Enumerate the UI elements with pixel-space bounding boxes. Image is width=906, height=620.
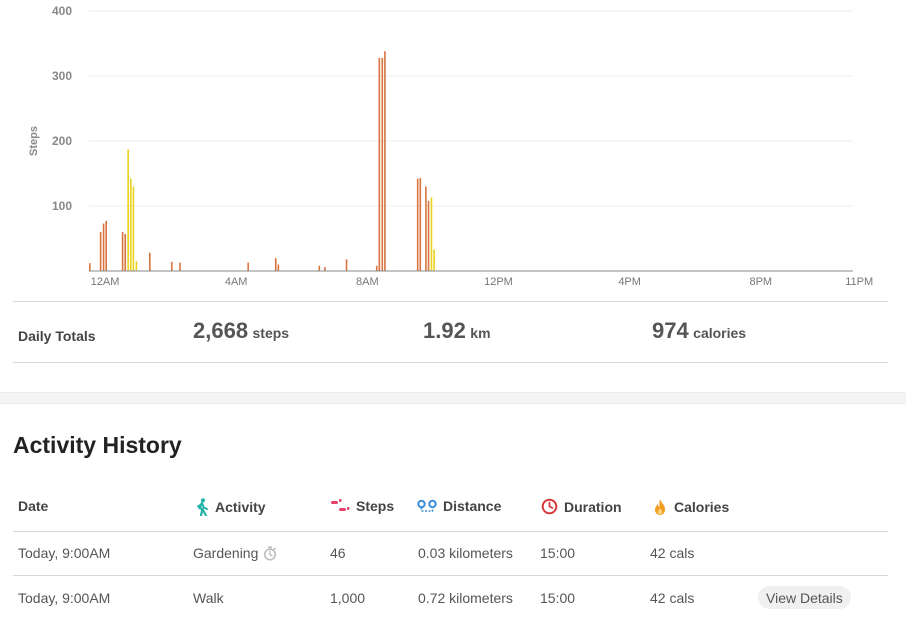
header-divider — [13, 531, 888, 532]
total-steps-value: 2,668 — [193, 318, 249, 343]
total-distance-unit: km — [470, 325, 491, 341]
chart-bar[interactable] — [277, 264, 280, 272]
stopwatch-icon — [264, 546, 277, 561]
chart-bar[interactable] — [102, 223, 105, 271]
row-steps: 46 — [330, 545, 346, 561]
column-header-duration: Duration — [541, 498, 622, 515]
row-duration: 15:00 — [540, 545, 576, 561]
total-calories-value: 974 — [652, 318, 689, 343]
row-date: Today, 9:00AM — [18, 590, 111, 606]
chart-bar[interactable] — [124, 233, 127, 271]
chart-bar[interactable] — [324, 267, 326, 271]
chart-bar[interactable] — [89, 263, 91, 271]
chart-x-tick-label: 12PM — [484, 276, 513, 288]
view-details-button[interactable]: View Details — [758, 586, 851, 609]
column-header-steps: Steps — [330, 498, 394, 514]
row-distance: 0.72 kilometers — [418, 590, 513, 606]
total-calories-unit: calories — [693, 325, 747, 341]
chart-bar[interactable] — [318, 265, 321, 271]
chart-bar[interactable] — [170, 261, 173, 271]
row-calories: 42 cals — [650, 545, 695, 561]
column-header-steps-label: Steps — [356, 498, 395, 514]
chart-y-axis-label: Steps — [28, 126, 40, 156]
column-header-calories-label: Calories — [674, 499, 730, 515]
clock-icon — [541, 498, 558, 515]
column-header-duration-label: Duration — [564, 498, 622, 515]
column-header-distance-label: Distance — [443, 498, 502, 514]
chart-bar[interactable] — [132, 186, 135, 272]
chart-bar[interactable] — [105, 220, 107, 271]
daily-totals-label: Daily Totals — [18, 328, 96, 344]
total-distance: 1.92 km — [423, 318, 491, 344]
route-pins-icon — [417, 499, 437, 512]
chart-x-tick-label: 12AM — [91, 276, 120, 288]
row-duration: 15:00 — [540, 590, 576, 606]
walking-person-icon — [197, 498, 208, 516]
chart-bar[interactable] — [427, 200, 430, 271]
column-header-activity-label: Activity — [215, 499, 266, 515]
chart-y-ticks: 100 200 300 400 — [52, 4, 72, 213]
chart-bar[interactable] — [274, 258, 277, 271]
chart-bar[interactable] — [99, 232, 102, 271]
chart-bar[interactable] — [416, 178, 419, 271]
totals-top-divider — [13, 301, 888, 302]
total-steps: 2,668 steps — [193, 318, 289, 344]
chart-x-tick-label: 11PM — [845, 276, 873, 288]
chart-x-tick-label: 8PM — [749, 276, 772, 288]
activity-history-title: Activity History — [13, 432, 182, 458]
chart-bar[interactable] — [121, 232, 124, 271]
chart-bar[interactable] — [345, 259, 348, 271]
chart-bar[interactable] — [127, 149, 129, 271]
chart-bar[interactable] — [433, 249, 435, 271]
chart-y-tick-label: 300 — [52, 69, 72, 83]
chart-gridlines — [89, 10, 853, 207]
column-header-date-label: Date — [18, 498, 49, 514]
flame-icon — [655, 499, 665, 515]
chart-y-tick-label: 200 — [52, 134, 72, 148]
chart-bar[interactable] — [419, 178, 422, 271]
chart-bar[interactable] — [179, 262, 181, 271]
chart-x-tick-label: 4AM — [225, 276, 248, 288]
row-activity-label: Gardening — [193, 545, 259, 561]
chart-bars — [89, 51, 435, 271]
chart-bar[interactable] — [149, 252, 151, 271]
chart-bar[interactable] — [430, 197, 433, 271]
row-divider — [13, 575, 888, 576]
chart-bar[interactable] — [384, 51, 386, 271]
column-header-distance: Distance — [417, 498, 501, 514]
total-calories: 974 calories — [652, 318, 746, 344]
row-date: Today, 9:00AM — [18, 545, 111, 561]
chart-bar[interactable] — [381, 57, 384, 271]
row-distance: 0.03 kilometers — [418, 545, 513, 561]
chart-bar[interactable] — [425, 186, 427, 272]
total-steps-unit: steps — [252, 325, 290, 341]
chart-x-tick-label: 4PM — [618, 276, 641, 288]
chart-bar[interactable] — [135, 261, 138, 271]
chart-y-tick-label: 100 — [52, 199, 72, 213]
chart-x-ticks: 12AM 4AM 8AM 12PM 4PM 8PM 11PM — [91, 276, 873, 288]
totals-bottom-divider — [13, 362, 888, 363]
row-activity-label: Walk — [193, 590, 224, 606]
section-separator-band — [0, 392, 906, 404]
chart-bar[interactable] — [247, 262, 249, 271]
chart-bar[interactable] — [375, 265, 378, 271]
row-activity: Walk — [193, 590, 224, 606]
column-header-calories: Calories — [652, 498, 729, 516]
chart-bar[interactable] — [378, 57, 381, 271]
chart-x-tick-label: 8AM — [356, 276, 379, 288]
chart-bar[interactable] — [129, 178, 132, 271]
column-header-activity: Activity — [195, 498, 266, 516]
row-calories: 42 cals — [650, 590, 695, 606]
row-steps: 1,000 — [330, 590, 366, 606]
total-distance-value: 1.92 — [423, 318, 466, 343]
column-header-date: Date — [18, 498, 48, 514]
chart-y-tick-label: 400 — [52, 4, 72, 18]
row-activity: Gardening — [193, 545, 277, 561]
footprints-icon — [331, 499, 350, 511]
